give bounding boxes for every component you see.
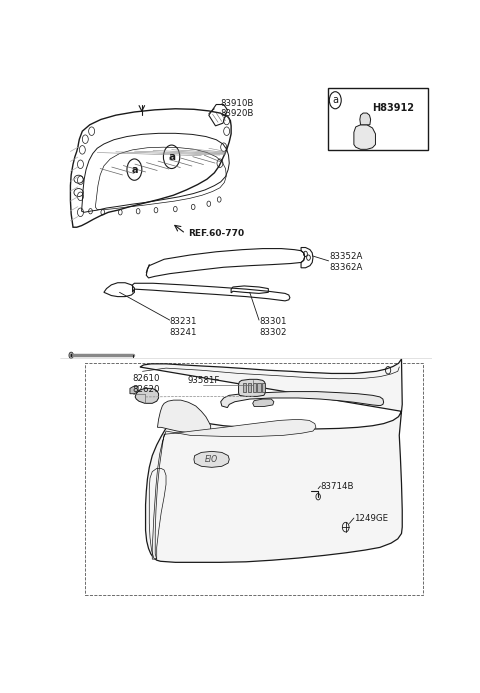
Polygon shape [354, 125, 375, 149]
Polygon shape [130, 386, 138, 394]
Bar [262, 383, 265, 392]
Text: 83910B
83920B: 83910B 83920B [220, 99, 253, 119]
Polygon shape [194, 451, 229, 467]
Text: 83714B: 83714B [321, 482, 354, 491]
Polygon shape [360, 113, 371, 125]
Bar [243, 383, 246, 392]
Circle shape [69, 352, 73, 358]
Text: 82610
82620: 82610 82620 [132, 374, 160, 394]
Text: 83231
83241: 83231 83241 [170, 317, 197, 337]
Bar [248, 383, 251, 392]
Bar [257, 383, 261, 392]
Text: a: a [131, 165, 138, 175]
Polygon shape [239, 379, 265, 396]
Text: 93581F: 93581F [187, 376, 219, 385]
Polygon shape [221, 392, 384, 407]
Text: a: a [332, 95, 338, 105]
Text: 83301
83302: 83301 83302 [259, 317, 287, 337]
Text: EIO: EIO [205, 455, 218, 464]
Polygon shape [135, 388, 158, 403]
Polygon shape [152, 419, 316, 559]
Bar [328, 89, 428, 150]
Text: 1249GE: 1249GE [354, 514, 388, 523]
Text: a: a [168, 152, 175, 161]
Text: REF.60-770: REF.60-770 [188, 229, 244, 238]
Bar [85, 363, 423, 595]
Polygon shape [140, 359, 402, 562]
Polygon shape [252, 399, 274, 407]
Text: H83912: H83912 [372, 103, 414, 113]
Text: 83352A
83362A: 83352A 83362A [330, 252, 363, 272]
Bar [252, 383, 256, 392]
Polygon shape [157, 400, 211, 433]
